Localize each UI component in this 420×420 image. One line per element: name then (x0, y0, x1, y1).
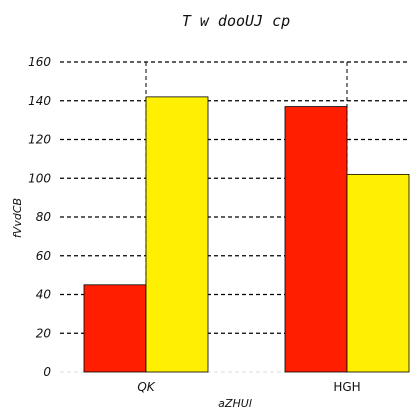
bar (284, 106, 348, 373)
bar (145, 96, 209, 373)
y-tick-label: 120 (28, 133, 51, 147)
x-tick-label: HGH (333, 380, 360, 394)
y-tick-label: 160 (28, 55, 51, 69)
axes: 0 20 40 60 80 100 120 140 160 QK HGH (28, 55, 361, 394)
y-tick-label: 0 (43, 365, 51, 379)
y-tick-label: 100 (28, 171, 51, 185)
y-axis-label: fVvdCB (11, 198, 24, 238)
y-tick-label: 80 (36, 210, 52, 224)
x-tick-label: QK (137, 380, 155, 394)
bar (83, 284, 147, 373)
y-tick-label: 60 (36, 249, 52, 263)
chart-title: T w dooUJ cp (182, 12, 290, 30)
bars (83, 96, 410, 373)
y-tick-label: 20 (36, 326, 52, 340)
x-axis-label: aZHUl (218, 397, 252, 410)
bar (346, 173, 410, 373)
y-tick-label: 140 (28, 94, 51, 108)
y-tick-label: 40 (36, 288, 52, 302)
